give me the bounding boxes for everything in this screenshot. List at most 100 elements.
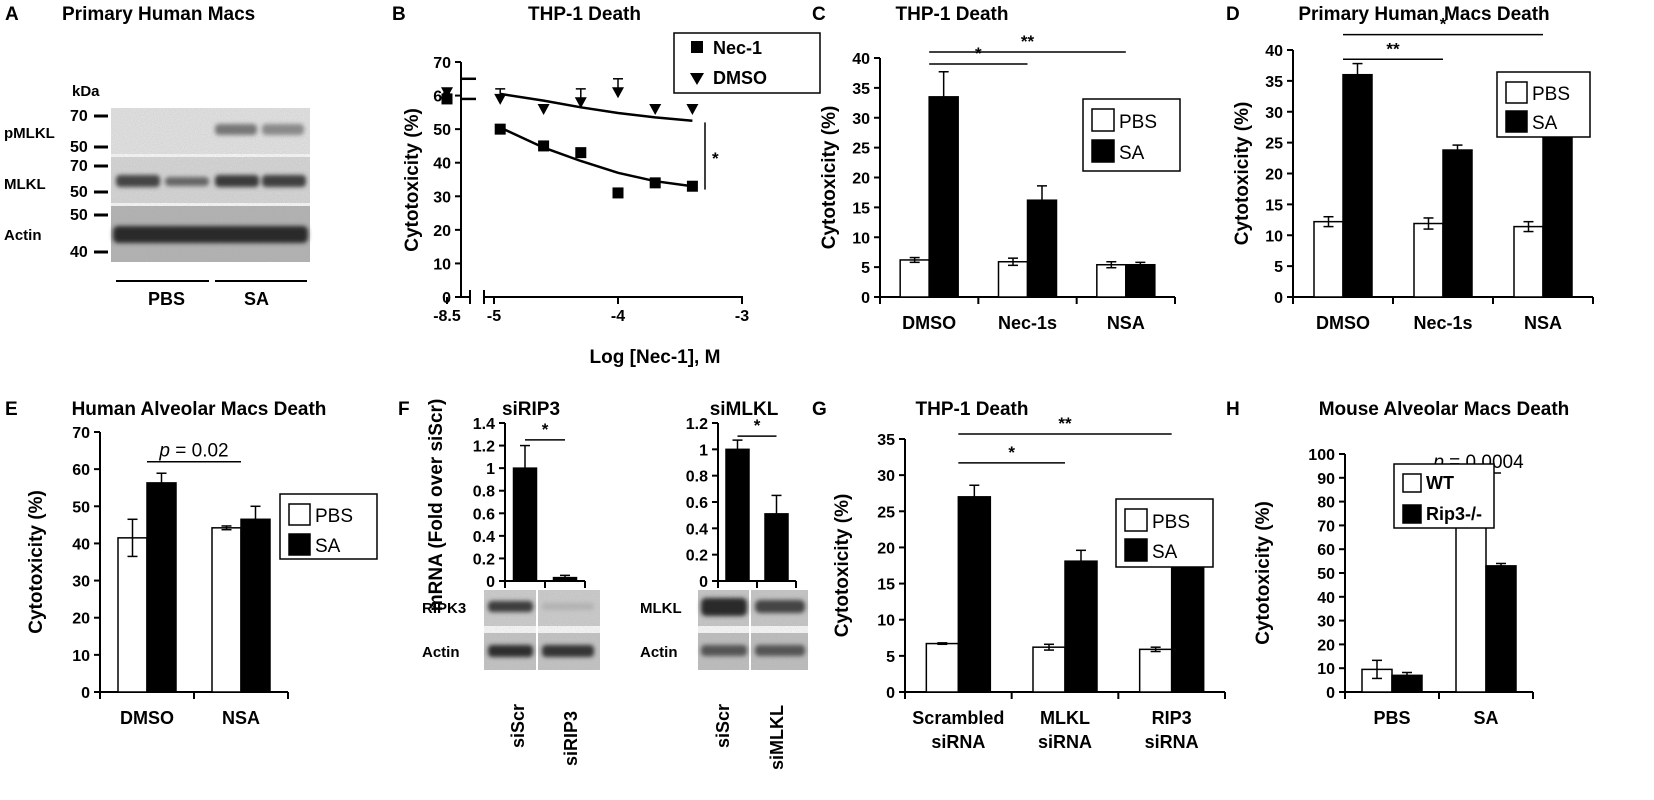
panel-c-category-label: DMSO [902,313,956,333]
panel-c-category-label: NSA [1107,313,1145,333]
lane-label-sirip3: siRIP3 [561,711,581,766]
panel-c-ytick-label: 25 [852,141,870,158]
panel-c-ytick-label: 40 [852,51,870,68]
band-ripk3-siscr [488,601,533,612]
panel-c-legend-swatch-sa [1091,139,1115,163]
band-actin-left-2 [542,645,594,657]
panel-b-nec1-point [612,187,624,199]
panel-d-ytick-label: 20 [1265,167,1283,184]
panel-h-bar-rip3 [1391,674,1423,693]
legend-dmso-marker [690,73,704,85]
panel-f-sirip3-bar-value [552,576,578,582]
panel-g-bar-pbs [925,642,960,693]
panel-g-ytick-label: 10 [877,613,895,630]
panel-e-ytick-label: 60 [72,462,90,479]
lane-label-siscr-right: siScr [713,704,733,748]
panel-c-significance-label: * [975,44,982,63]
panel-d-ytick-label: 40 [1265,43,1283,60]
panel-b-ylabel: Cytotoxicity (%) [402,108,423,252]
panel-f-simlkl-ytick-label: 0.8 [686,469,708,486]
panel-h-bar-rip3 [1485,565,1517,693]
band-pmlkl-sa1 [215,124,257,135]
panel-letter-e: E [5,399,18,420]
panel-b-dmso-point [612,87,624,99]
panel-f-sirip3-ytick-label: 0.8 [473,484,495,501]
panel-c-ytick-label: 35 [852,81,870,98]
panel-d-title: Primary Human Macs Death [1298,4,1549,25]
panel-e-legend-swatch-pbs [288,503,311,526]
band-mlkl-pbs2 [165,177,209,186]
blot-label-ripk3: RIPK3 [422,600,466,617]
panel-h-ytick-label: 10 [1317,661,1335,678]
panel-e-category-label: DMSO [120,708,174,728]
panel-g-title: THP-1 Death [916,399,1029,420]
panel-b-ytick-label: 30 [433,189,451,206]
panel-e-legend-swatch-sa [288,533,311,556]
panel-f-sirip3-ytick-label: 1 [486,461,495,478]
panel-f-sirip3-ytick-label: 1.2 [473,439,495,456]
panel-g-category-label: siRNA [1145,732,1199,752]
panel-d-bar-sa [1342,73,1373,298]
panel-e-legend-label-sa: SA [315,536,341,557]
panel-g-ytick-label: 5 [886,649,895,666]
panel-c-ytick-label: 15 [852,200,870,217]
panel-c-bar-pbs [899,259,930,298]
panel-d-category-label: NSA [1524,313,1562,333]
panel-d-bar-sa [1442,149,1473,298]
panel-f-simlkl-ytick-label: 0.2 [686,548,708,565]
panel-c-legend-label-sa: SA [1119,143,1145,164]
band-mlkl-simlkl [755,600,805,613]
panel-g-ytick-label: 35 [877,432,895,449]
panel-letter-d: D [1226,4,1240,25]
blot-label-actin-right: Actin [640,644,678,661]
band-mlkl-pbs1 [116,175,160,187]
marker-50-a: 50 [70,139,88,156]
panel-c-legend-label-pbs: PBS [1119,112,1157,133]
panel-letter-f: F [398,399,410,420]
panel-g-category-label: Scrambled [912,708,1004,728]
panel-f-simlkl-ytick-label: 0.6 [686,495,708,512]
panel-e-ytick-label: 30 [72,574,90,591]
panel-e-bar-pbs [211,527,242,693]
panel-b-ytick-label: 20 [433,223,451,240]
panel-e-bar-sa [146,482,177,693]
panel-c-bar-pbs [997,260,1029,298]
band-actin-right-1 [701,645,747,656]
panel-g-bar-pbs [1032,646,1066,693]
panel-d-ytick-label: 30 [1265,105,1283,122]
panel-g-bar-sa [1064,560,1098,693]
panel-d-category-label: DMSO [1316,313,1370,333]
panel-g-significance-label: ** [1058,414,1072,433]
panel-e-ytick-label: 70 [72,425,90,442]
panel-g-bar-pbs [1138,648,1173,693]
panel-b-significance-label: * [712,149,719,168]
panel-f-sirip3-chart: siRIP3 0 0.2 0.4 0.6 0.8 1 1.2 1.4 * [473,399,586,591]
group-label-sa: SA [244,289,269,309]
panel-f-simlkl-ytick-label: 1.2 [686,416,708,433]
panel-b-ytick-label: 50 [433,122,451,139]
panel-h-category-label: SA [1473,708,1498,728]
panel-b-nec1-point [441,93,453,105]
panel-g-ytick-label: 20 [877,540,895,557]
panel-g-significance-label: * [1008,443,1015,462]
marker-50-c: 50 [70,207,88,224]
panel-c-bar-sa [1125,263,1156,298]
band-actin-right-2 [755,645,805,656]
panel-f-sirip3-significance-label: * [542,420,549,439]
panel-f-sirip3-title: siRIP3 [502,399,560,420]
panel-h-legend-label-rip3: Rip3-/- [1426,504,1482,524]
panel-d-category-label: Nec-1s [1413,313,1472,333]
panel-e-ytick-label: 20 [72,611,90,628]
marker-70-b: 70 [70,158,88,175]
panel-h-ytick-label: 50 [1317,566,1335,583]
lane-label-siscr-left: siScr [508,704,528,748]
panel-b-dmso-point [537,104,550,115]
panel-h-ytick-label: 80 [1317,495,1335,512]
panel-h-title: Mouse Alveolar Macs Death [1319,399,1570,420]
panel-b-legend: Nec-1 DMSO [673,32,821,94]
panel-h-ytick-label: 90 [1317,471,1335,488]
panel-b-dmso-point [649,104,662,115]
marker-70-a: 70 [70,108,88,125]
panel-c-ytick-label: 20 [852,171,870,188]
panel-f-simlkl-ytick-label: 0 [699,574,708,591]
